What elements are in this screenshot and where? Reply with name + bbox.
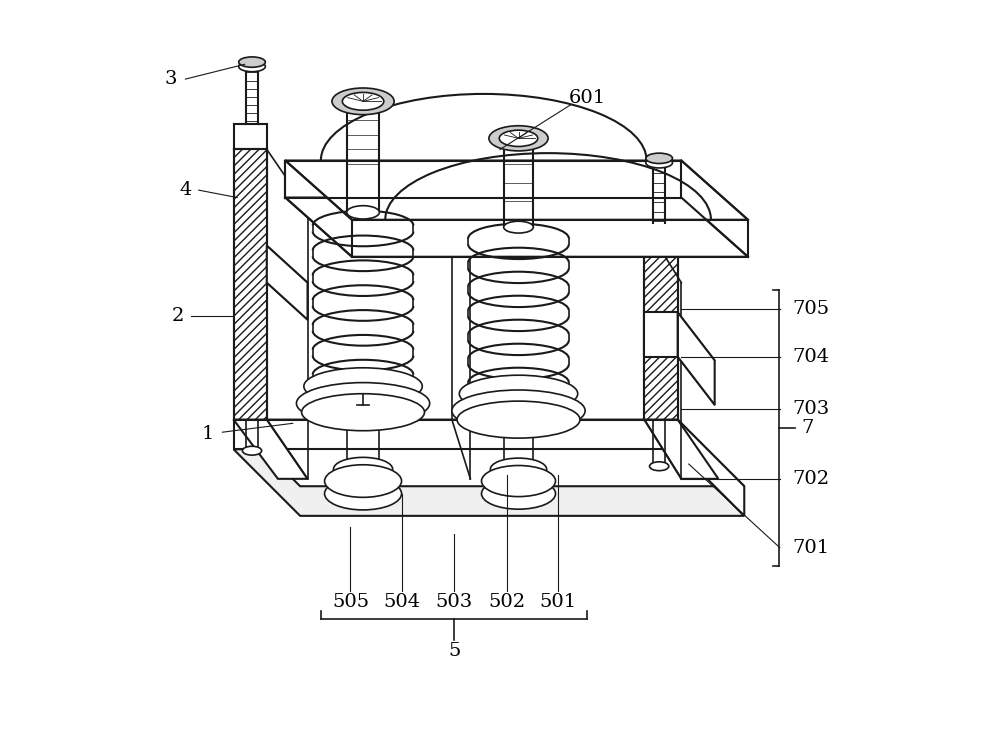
Ellipse shape — [504, 221, 533, 233]
Text: 5: 5 — [448, 642, 460, 661]
Ellipse shape — [347, 206, 379, 219]
Ellipse shape — [325, 465, 402, 497]
Text: 701: 701 — [792, 539, 830, 557]
Text: 503: 503 — [435, 594, 473, 611]
Ellipse shape — [490, 458, 547, 480]
Ellipse shape — [325, 477, 402, 510]
Polygon shape — [285, 160, 748, 220]
Ellipse shape — [646, 153, 672, 163]
Polygon shape — [644, 224, 678, 420]
Polygon shape — [234, 149, 267, 420]
Ellipse shape — [650, 462, 669, 470]
Text: 702: 702 — [792, 470, 830, 488]
Ellipse shape — [457, 401, 580, 438]
Polygon shape — [678, 420, 744, 516]
Polygon shape — [234, 420, 678, 450]
Text: 4: 4 — [179, 181, 192, 199]
Polygon shape — [234, 420, 744, 486]
Ellipse shape — [296, 383, 430, 424]
Text: 703: 703 — [792, 400, 830, 418]
Text: 3: 3 — [164, 70, 177, 88]
Polygon shape — [644, 420, 718, 478]
Ellipse shape — [332, 88, 394, 114]
Ellipse shape — [242, 447, 262, 455]
Text: 704: 704 — [792, 348, 830, 366]
Polygon shape — [678, 312, 715, 405]
Text: 705: 705 — [792, 299, 830, 317]
Ellipse shape — [304, 368, 422, 405]
Text: 601: 601 — [569, 88, 606, 106]
Ellipse shape — [459, 375, 578, 412]
Text: 2: 2 — [172, 307, 184, 325]
Ellipse shape — [646, 158, 672, 168]
Polygon shape — [267, 246, 308, 319]
Text: 1: 1 — [201, 426, 214, 444]
Text: 505: 505 — [332, 594, 369, 611]
Ellipse shape — [239, 62, 265, 72]
Ellipse shape — [342, 92, 384, 110]
Polygon shape — [234, 420, 308, 478]
Text: 501: 501 — [539, 594, 576, 611]
Polygon shape — [285, 198, 748, 257]
Polygon shape — [644, 312, 678, 357]
Text: 504: 504 — [384, 594, 421, 611]
Text: 7: 7 — [801, 419, 814, 437]
Ellipse shape — [239, 57, 265, 68]
Ellipse shape — [333, 458, 393, 481]
Ellipse shape — [499, 130, 538, 146]
Ellipse shape — [452, 390, 585, 432]
Ellipse shape — [481, 466, 556, 496]
Polygon shape — [234, 450, 744, 516]
Ellipse shape — [481, 478, 556, 509]
Text: 502: 502 — [489, 594, 526, 611]
Polygon shape — [285, 160, 681, 198]
Ellipse shape — [302, 394, 424, 431]
Ellipse shape — [489, 126, 548, 151]
